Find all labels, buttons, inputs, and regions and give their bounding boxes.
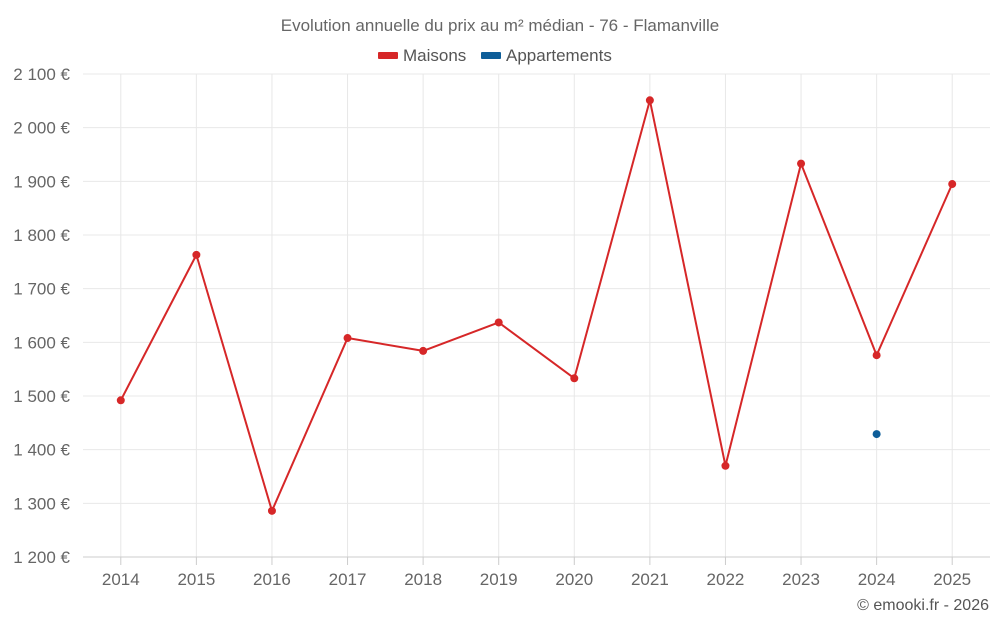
data-point-maisons[interactable] (494, 318, 503, 327)
y-tick-label: 1 300 € (13, 494, 70, 513)
series-maisons (116, 96, 957, 515)
data-point-maisons[interactable] (570, 374, 579, 383)
y-tick-label: 1 800 € (13, 226, 70, 245)
data-point-maisons[interactable] (116, 396, 125, 405)
data-point-maisons[interactable] (343, 334, 352, 343)
chart-title: Evolution annuelle du prix au m² médian … (281, 16, 719, 35)
data-point-maisons[interactable] (948, 180, 957, 189)
y-tick-label: 1 200 € (13, 548, 70, 567)
legend-swatch-appartements (481, 52, 501, 59)
series-layer (116, 96, 957, 515)
y-tick-label: 1 500 € (13, 387, 70, 406)
legend-label-maisons: Maisons (403, 46, 466, 65)
data-point-maisons[interactable] (721, 461, 730, 470)
data-point-maisons[interactable] (797, 159, 806, 168)
series-appartements (872, 430, 881, 439)
y-tick-label: 2 100 € (13, 65, 70, 84)
legend-label-appartements: Appartements (506, 46, 612, 65)
data-point-maisons[interactable] (192, 250, 201, 259)
x-tick-label: 2015 (177, 570, 215, 589)
y-tick-label: 1 900 € (13, 172, 70, 191)
x-tick-label: 2017 (329, 570, 367, 589)
x-tick-label: 2022 (707, 570, 745, 589)
legend: Maisons Appartements (378, 46, 612, 65)
data-point-maisons[interactable] (267, 506, 276, 515)
legend-swatch-maisons (378, 52, 398, 59)
y-tick-label: 1 700 € (13, 280, 70, 299)
x-tick-label: 2016 (253, 570, 291, 589)
y-tick-label: 1 600 € (13, 333, 70, 352)
series-line-maisons (119, 99, 954, 512)
x-tick-label: 2021 (631, 570, 669, 589)
x-tick-label: 2023 (782, 570, 820, 589)
y-tick-label: 2 000 € (13, 119, 70, 138)
data-point-appartements[interactable] (872, 430, 881, 439)
credit-text: © emooki.fr - 2026 (857, 597, 989, 614)
legend-item-maisons[interactable]: Maisons (378, 46, 466, 65)
x-tick-label: 2024 (858, 570, 896, 589)
legend-item-appartements[interactable]: Appartements (481, 46, 612, 65)
data-point-maisons[interactable] (645, 96, 654, 105)
x-tick-label: 2019 (480, 570, 518, 589)
gridlines (83, 73, 990, 557)
x-tick-label: 2020 (555, 570, 593, 589)
y-tick-label: 1 400 € (13, 441, 70, 460)
x-axis: 2014 2015 2016 2017 2018 2019 2020 2021 2022 2023… (102, 557, 971, 589)
data-point-maisons[interactable] (872, 351, 881, 360)
x-tick-label: 2025 (933, 570, 971, 589)
y-axis: 1 200 € 1 300 € 1 400 € 1 500 € 1 600 € 1 700… (13, 65, 70, 567)
data-point-maisons[interactable] (419, 346, 428, 355)
x-tick-label: 2018 (404, 570, 442, 589)
x-tick-label: 2014 (102, 570, 140, 589)
